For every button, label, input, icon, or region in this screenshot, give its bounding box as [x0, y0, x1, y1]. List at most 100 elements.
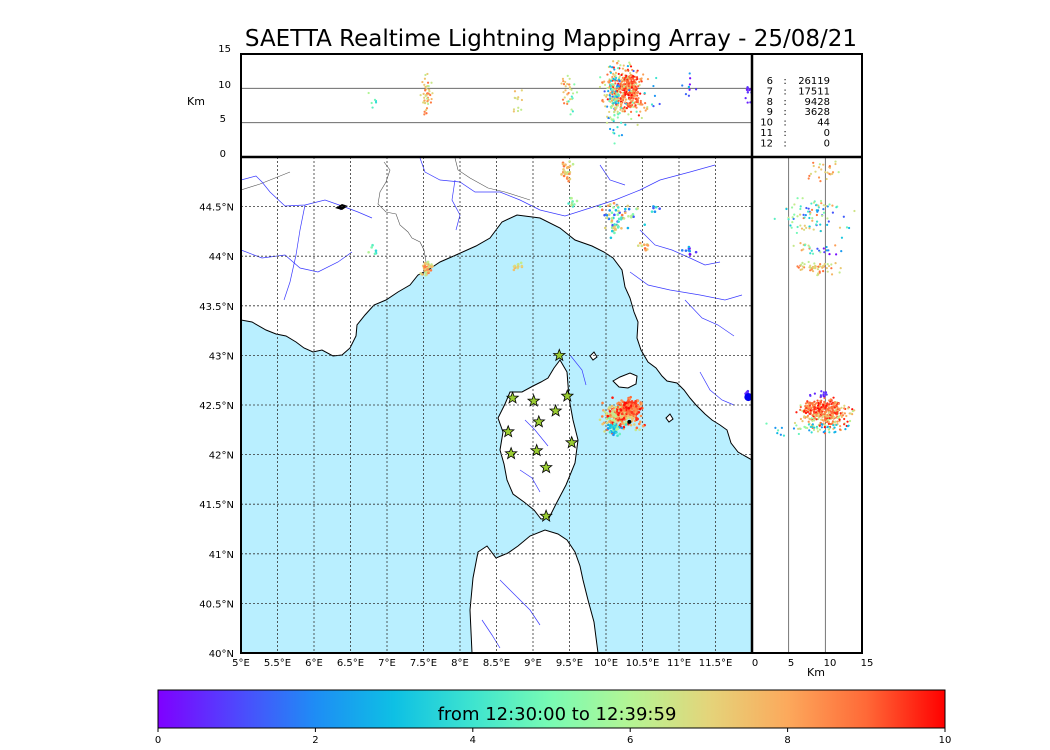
lightning-source-altitude [617, 113, 620, 116]
lightning-source-altitude [791, 221, 794, 224]
lightning-source-altitude [639, 101, 642, 104]
lightning-source-altitude [622, 76, 625, 79]
lightning-source [680, 249, 684, 252]
count-value: 0 [824, 128, 830, 139]
lightning-source [634, 399, 637, 403]
lightning-source-altitude [803, 224, 806, 227]
lightning-source-altitude [616, 98, 619, 101]
lightning-source-altitude [613, 94, 616, 97]
lightning-source-altitude [620, 73, 623, 77]
lightning-source-altitude [430, 81, 433, 84]
top-panel-ylabel: Km [187, 95, 205, 108]
lightning-source-altitude [843, 412, 846, 415]
lightning-source-altitude [811, 423, 814, 426]
lightning-source [622, 217, 626, 220]
lightning-source [563, 170, 567, 173]
lightning-source-altitude [614, 87, 617, 90]
lat-tick-label: 40.5°N [199, 599, 234, 610]
lightning-source [614, 415, 617, 418]
lightning-source-altitude [806, 400, 809, 403]
lightning-source-altitude [808, 227, 811, 230]
lightning-source-altitude [780, 426, 784, 429]
lightning-source [600, 208, 604, 212]
lightning-source-altitude [638, 80, 641, 83]
lightning-source-altitude [614, 78, 617, 81]
lightning-source [606, 414, 610, 418]
lightning-source-altitude [795, 411, 798, 414]
lightning-source-altitude [824, 204, 828, 208]
lightning-source-altitude [807, 210, 810, 213]
lightning-source-altitude [367, 91, 370, 95]
lightning-source-altitude [617, 72, 620, 76]
lightning-source [610, 216, 614, 220]
lightning-source-altitude [819, 180, 822, 183]
lightning-source-altitude [818, 271, 821, 274]
lightning-source-altitude [616, 83, 619, 87]
lightning-source [429, 268, 433, 272]
lightning-source-altitude [848, 419, 852, 423]
lightning-source [627, 398, 630, 402]
lightning-source-altitude [520, 98, 524, 102]
lightning-source-altitude [830, 273, 834, 276]
lightning-source-altitude [631, 99, 634, 102]
lightning-source [746, 391, 749, 394]
station-star [504, 446, 518, 460]
lightning-source [612, 427, 616, 431]
lightning-source-altitude [793, 213, 796, 216]
lightning-source-altitude [629, 110, 633, 113]
lightning-source-altitude [614, 76, 618, 79]
lightning-source-altitude [613, 106, 616, 109]
lightning-source-altitude [839, 414, 842, 417]
lon-tick-label: 6°E [305, 658, 323, 669]
lightning-source-altitude [617, 88, 620, 91]
lat-tick-label: 44.5°N [199, 203, 234, 214]
lightning-source-altitude [635, 106, 638, 109]
lightning-source-altitude [810, 417, 813, 420]
capraia-island [589, 351, 598, 361]
lightning-source-altitude [623, 78, 626, 81]
lightning-source [600, 415, 604, 418]
colorbar-tick-label: 10 [939, 735, 952, 746]
lightning-source-altitude [809, 264, 812, 267]
lightning-source-altitude [643, 92, 646, 95]
lightning-source-altitude [809, 172, 813, 176]
lightning-source-altitude [838, 226, 842, 229]
station-star [560, 388, 575, 402]
lightning-source-altitude [848, 226, 851, 230]
lightning-source-altitude [838, 418, 841, 421]
lon-tick-label: 10°E [594, 658, 618, 669]
count-stations: 8 [767, 97, 773, 108]
lightning-source-altitude [624, 123, 627, 126]
lightning-source-altitude [797, 427, 800, 430]
lightning-source-altitude [630, 86, 633, 89]
lightning-source-altitude [802, 228, 806, 231]
lightning-source [562, 168, 565, 171]
lightning-source-altitude [633, 85, 636, 88]
lightning-source-altitude [799, 268, 802, 271]
lon-tick-label: 9°E [524, 658, 542, 669]
giglio-island [665, 413, 674, 423]
lightning-source-altitude [746, 86, 749, 89]
lightning-source-altitude [611, 83, 615, 86]
lightning-source-altitude [606, 87, 609, 90]
count-value: 26119 [798, 76, 830, 87]
lightning-source-altitude [575, 91, 579, 94]
lightning-source-altitude [620, 133, 624, 137]
lightning-source-altitude [836, 411, 839, 414]
lightning-source [634, 405, 638, 408]
lightning-source-altitude [744, 97, 747, 100]
lightning-source [612, 226, 615, 229]
lat-tick-label: 42°N [209, 451, 234, 462]
count-separator: : [783, 86, 786, 97]
lightning-source [567, 202, 570, 205]
lat-tick-label: 43.5°N [199, 302, 234, 313]
lightning-source-altitude [609, 71, 612, 74]
lightning-source-altitude [566, 102, 569, 105]
lightning-source-altitude [617, 101, 620, 105]
lightning-source-altitude [626, 68, 630, 71]
lightning-source-altitude [797, 432, 800, 436]
lightning-source [613, 223, 616, 226]
lightning-source-altitude [815, 425, 818, 428]
lightning-source-altitude [853, 409, 856, 412]
lightning-source-altitude [839, 267, 842, 270]
